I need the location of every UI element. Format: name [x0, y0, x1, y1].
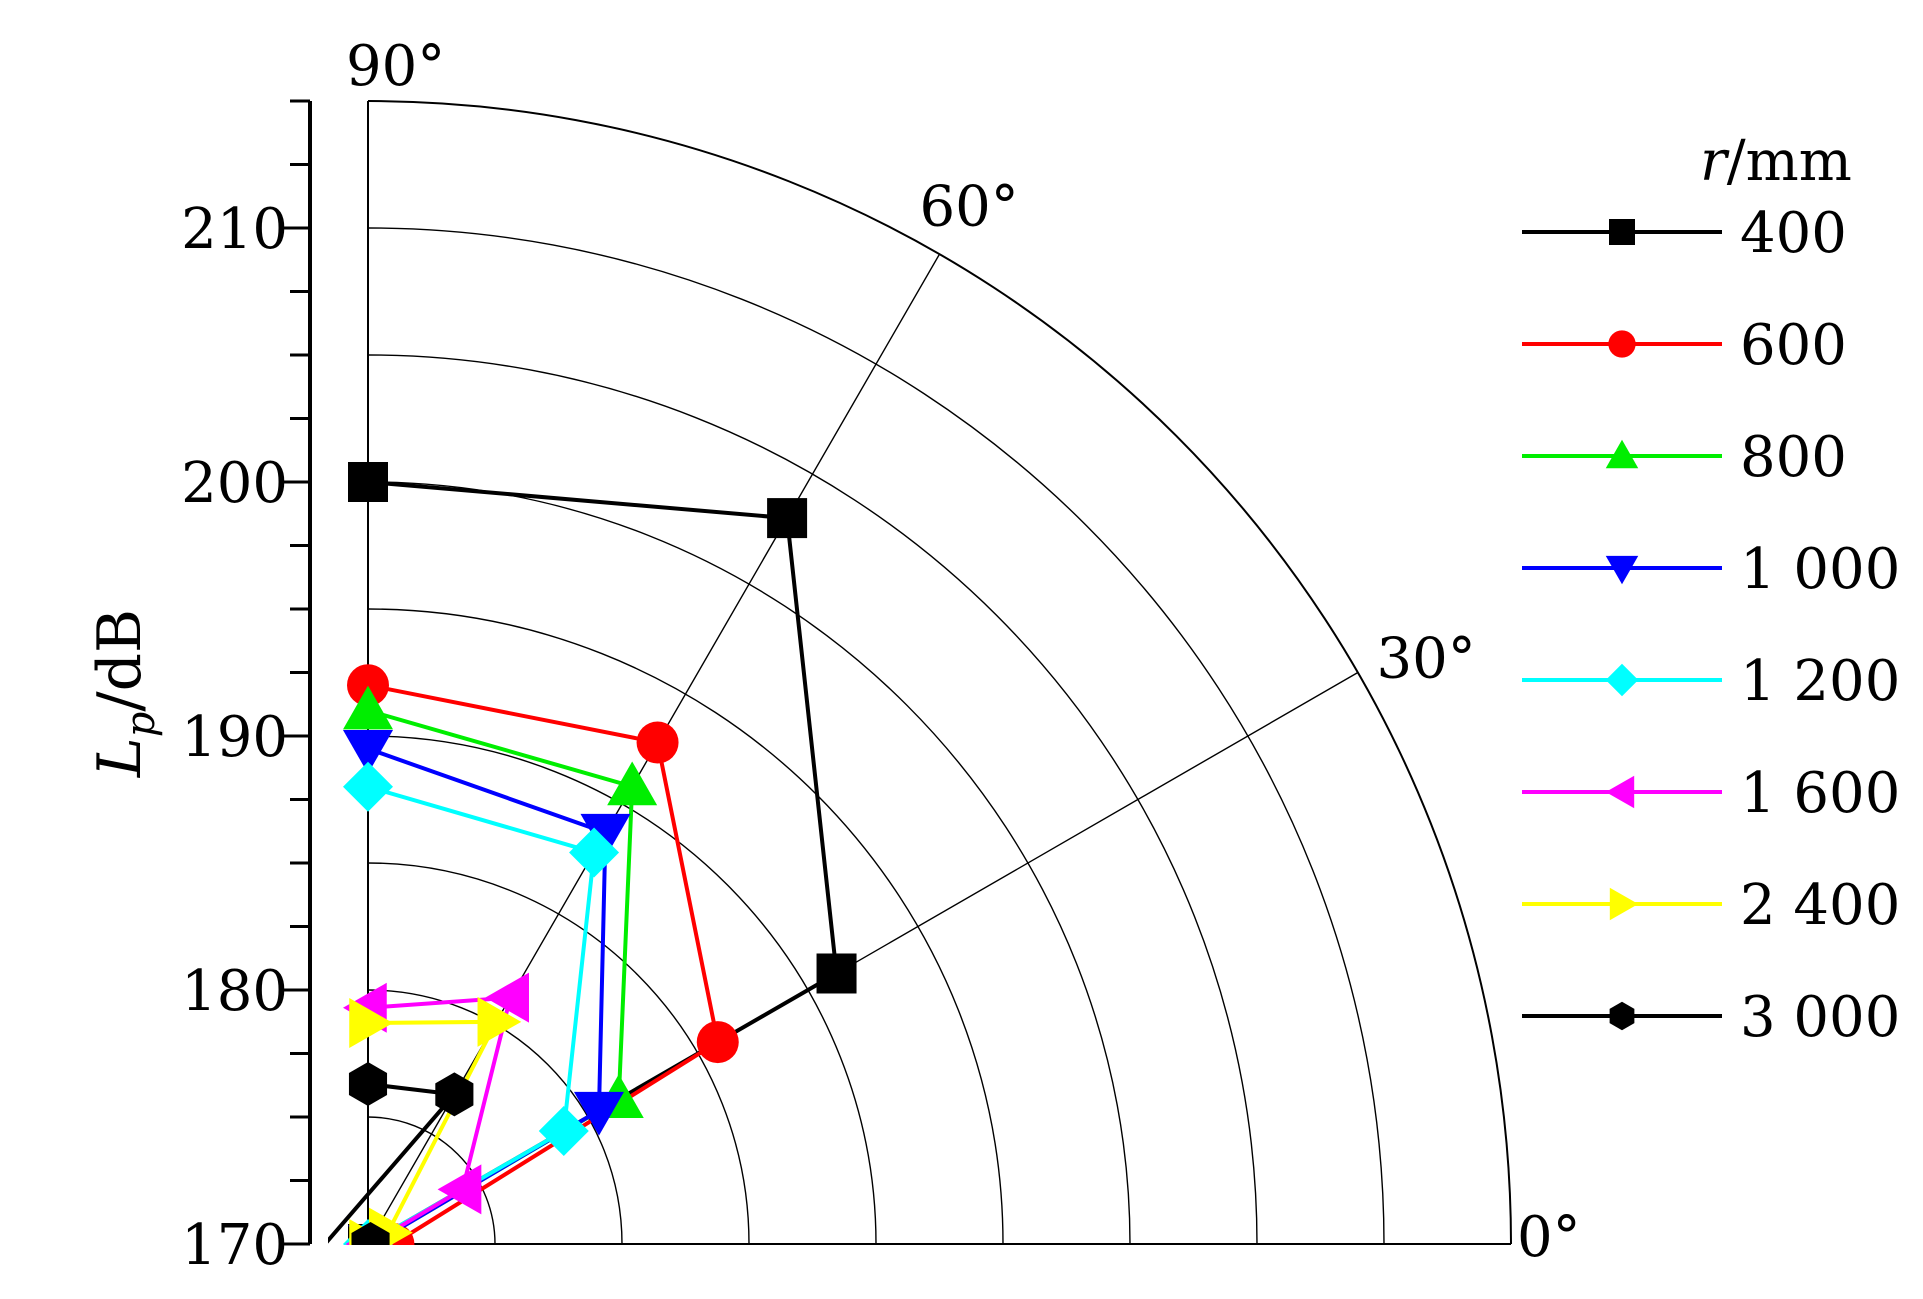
data-point-3000-60: [435, 1072, 474, 1117]
data-point-1000-60: [580, 813, 631, 858]
series-line-800: [367, 708, 635, 1245]
series-line-3000: [328, 1081, 459, 1245]
legend-item-1200: 1 200: [1522, 649, 1900, 714]
radial-axis-label: Lp/dB: [85, 609, 164, 778]
angle-label-30: 30°: [1377, 627, 1476, 692]
series-3000: [328, 1061, 474, 1245]
data-point-1200-90: [343, 761, 393, 812]
legend-label: 800: [1740, 425, 1847, 490]
tick-label-180: 180: [181, 959, 288, 1024]
data-point-2400-60: [477, 996, 522, 1047]
data-point-1200-60: [569, 827, 620, 878]
data-point-400-90: [348, 462, 388, 502]
radial-axis: Lp/dB 170 180 190 200 210: [85, 99, 312, 1278]
grid-ring-190: [367, 735, 877, 1245]
grid-ring-210: [367, 227, 1385, 1245]
legend-item-3000: 3 000: [1522, 985, 1900, 1050]
grid-ring-200: [367, 481, 1131, 1245]
legend-marker: [1608, 330, 1636, 358]
grid-ring-185: [367, 862, 750, 1245]
data-point-600-90: [347, 664, 389, 707]
legend-label: 400: [1740, 201, 1847, 266]
data-point-800-90: [343, 685, 393, 730]
tick-label-210: 210: [181, 197, 288, 262]
series-600: [347, 664, 739, 1245]
series-1200: [343, 761, 620, 1245]
data-point-600-30: [696, 1021, 739, 1064]
legend-marker: [1605, 775, 1635, 809]
legend-marker: [1605, 663, 1639, 697]
angle-label-0: 0°: [1517, 1205, 1581, 1270]
data-point-400-60: [767, 498, 808, 539]
legend-label: 1 600: [1740, 761, 1900, 826]
grid-ring-215: [367, 100, 1512, 1245]
grid-ring-175: [367, 1116, 496, 1245]
legend-marker: [1605, 439, 1639, 469]
tick-label-200: 200: [181, 451, 288, 516]
data-point-3000-90: [348, 1061, 388, 1106]
legend-marker: [1609, 219, 1635, 245]
tick-label-170: 170: [181, 1213, 288, 1278]
legend-marker: [1609, 887, 1639, 921]
data-point-1000-30: [573, 1091, 624, 1136]
legend-label: 1 200: [1740, 649, 1900, 714]
series-line-1600: [367, 995, 513, 1245]
data-series: [328, 462, 857, 1245]
legend-item-800: 800: [1522, 425, 1847, 490]
grid-ring-205: [367, 354, 1258, 1245]
data-point-2400-90: [349, 998, 393, 1049]
legend: r/mm 400 600 800 1 000 1 200 1 600 2 400 3 000: [1522, 129, 1900, 1050]
data-point-400-30: [816, 953, 857, 994]
legend-label: 600: [1740, 313, 1847, 378]
data-point-1600-30: [437, 1164, 482, 1215]
data-point-1600-60: [485, 972, 529, 1023]
data-point-3000-0: [351, 1222, 390, 1245]
angle-label-90: 90°: [346, 34, 445, 99]
data-point-1200-30: [538, 1105, 589, 1156]
data-point-800-60: [607, 761, 658, 806]
legend-label: 2 400: [1740, 873, 1900, 938]
legend-item-600: 600: [1522, 313, 1847, 378]
legend-item-1600: 1 600: [1522, 761, 1900, 826]
legend-item-1000: 1 000: [1522, 537, 1900, 602]
tick-label-190: 190: [181, 705, 288, 770]
legend-marker: [1605, 555, 1639, 585]
angle-label-60: 60°: [920, 174, 1019, 239]
legend-item-2400: 2 400: [1522, 873, 1900, 938]
legend-label: 3 000: [1740, 985, 1900, 1050]
legend-marker: [1609, 1001, 1635, 1031]
polar-grid: 0° 30° 60° 90°: [346, 34, 1581, 1270]
legend-label: 1 000: [1740, 537, 1900, 602]
legend-item-400: 400: [1522, 201, 1847, 266]
legend-title: r/mm: [1700, 129, 1852, 194]
grid-ring-180: [367, 989, 623, 1245]
data-point-1000-90: [343, 729, 393, 774]
data-point-600-60: [636, 721, 679, 764]
